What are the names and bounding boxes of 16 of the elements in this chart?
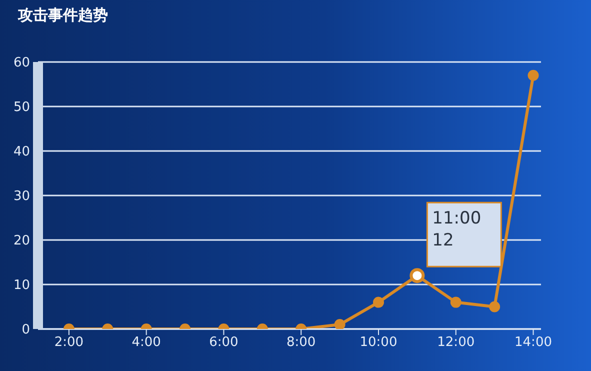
y-tick-label: 0 [22,322,30,338]
x-tick-label: 14:00 [514,335,552,350]
x-tick-label: 2:00 [54,335,84,350]
y-tick-label: 30 [13,189,30,204]
x-tick-label: 12:00 [437,335,475,350]
x-tick-label: 8:00 [286,335,316,350]
y-tick-label: 40 [13,144,30,160]
y-tick-label: 60 [13,56,30,71]
annotation: 11:00 12 [432,208,482,251]
chart-title: 攻击事件趋势 [18,6,108,25]
x-tick-label: 4:00 [132,335,161,350]
x-tick-label: 6:00 [209,335,238,350]
y-tick-label: 10 [13,278,30,294]
y-tick-label: 20 [13,234,30,249]
x-tick-label: 10:00 [360,335,398,350]
y-tick-label: 50 [13,100,30,116]
